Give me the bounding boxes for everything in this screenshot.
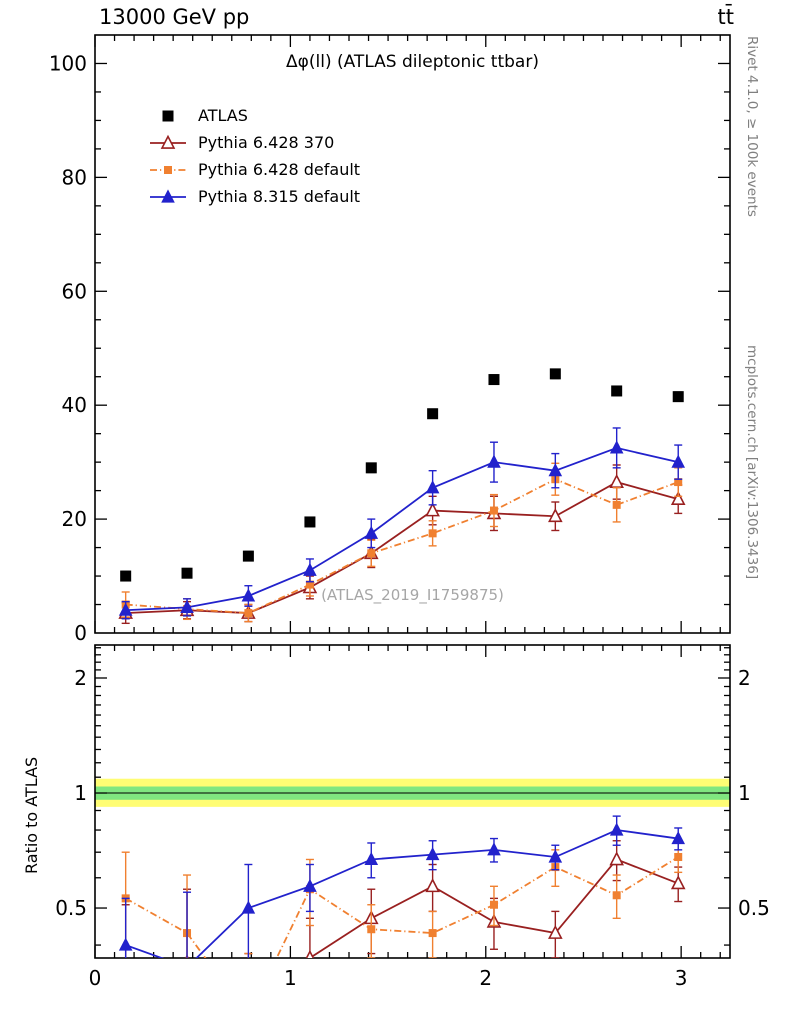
plot-title: Δφ(ll) (ATLAS dileptonic ttbar) — [286, 52, 539, 72]
svg-text:0: 0 — [74, 621, 87, 645]
open-triangle-marker-icon — [150, 134, 186, 149]
legend-item-pythia6-default: Pythia 6.428 default — [148, 156, 360, 183]
rivet-version-label: Rivet 4.1.0, ≥ 100k events — [744, 36, 760, 217]
legend-label: ATLAS — [198, 106, 248, 125]
svg-text:20: 20 — [62, 507, 87, 531]
svg-text:2: 2 — [738, 666, 751, 690]
svg-text:1: 1 — [738, 781, 751, 805]
atlas-marker-icon — [162, 110, 174, 121]
svg-text:80: 80 — [62, 165, 87, 189]
svg-text:2: 2 — [74, 666, 87, 690]
svg-text:2: 2 — [479, 966, 492, 990]
svg-text:0.5: 0.5 — [55, 896, 87, 920]
svg-text:60: 60 — [62, 279, 87, 303]
svg-text:100: 100 — [49, 51, 87, 75]
legend-label: Pythia 6.428 370 — [198, 133, 335, 152]
ratio-axis-title: Ratio to ATLAS — [22, 756, 41, 874]
legend: ATLAS Pythia 6.428 370 Pythia 6.428 defa… — [148, 102, 360, 210]
legend-item-pythia6-370: Pythia 6.428 370 — [148, 129, 360, 156]
legend-item-pythia8-default: Pythia 8.315 default — [148, 183, 360, 210]
mcplots-credit-label: mcplots.cern.ch [arXiv:1306.3436] — [744, 345, 760, 580]
svg-text:1: 1 — [284, 966, 297, 990]
beam-energy-label: 13000 GeV pp — [99, 5, 250, 29]
legend-label: Pythia 8.315 default — [198, 187, 361, 206]
svg-text:3: 3 — [675, 966, 688, 990]
svg-text:0: 0 — [89, 966, 102, 990]
analysis-id-watermark: (ATLAS_2019_I1759875) — [321, 586, 504, 604]
legend-item-atlas: ATLAS — [148, 102, 360, 129]
svg-text:40: 40 — [62, 393, 87, 417]
process-label: tt̄ — [717, 5, 734, 29]
svg-text:1: 1 — [74, 781, 87, 805]
legend-label: Pythia 6.428 default — [198, 160, 361, 179]
svg-text:0.5: 0.5 — [738, 896, 770, 920]
blue-triangle-marker-icon — [150, 188, 186, 203]
orange-square-marker-icon — [150, 165, 186, 174]
